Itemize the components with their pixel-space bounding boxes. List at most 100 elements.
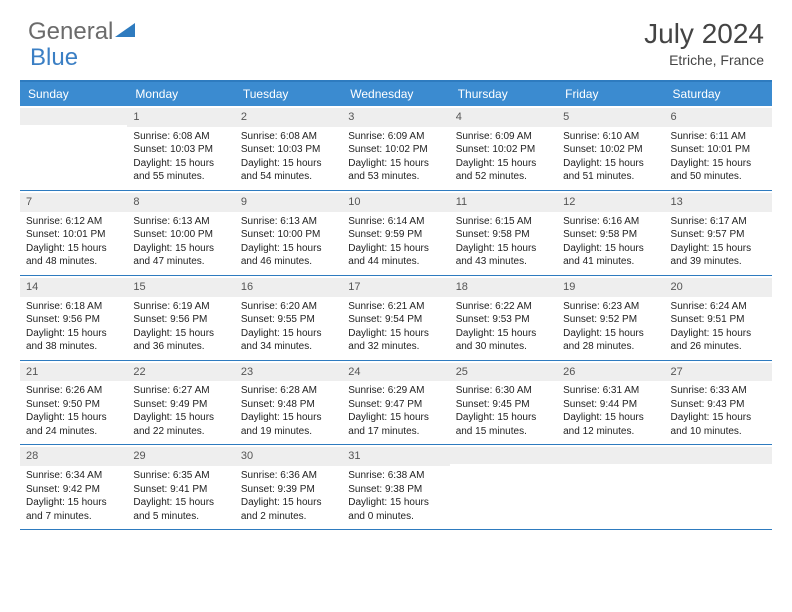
daylight-text: Daylight: 15 hours and 38 minutes. [26, 327, 121, 354]
daylight-text: Daylight: 15 hours and 51 minutes. [563, 157, 658, 184]
sunset-text: Sunset: 10:00 PM [241, 228, 336, 242]
day-number: 18 [450, 278, 557, 297]
sunset-text: Sunset: 9:55 PM [241, 313, 336, 327]
day-cell [665, 445, 772, 529]
sunrise-text: Sunrise: 6:21 AM [348, 300, 443, 314]
day-cell: 22Sunrise: 6:27 AMSunset: 9:49 PMDayligh… [127, 361, 234, 445]
daylight-text: Daylight: 15 hours and 30 minutes. [456, 327, 551, 354]
sunrise-text: Sunrise: 6:17 AM [671, 215, 766, 229]
day-cell: 9Sunrise: 6:13 AMSunset: 10:00 PMDayligh… [235, 191, 342, 275]
day-cell: 16Sunrise: 6:20 AMSunset: 9:55 PMDayligh… [235, 276, 342, 360]
day-number: 12 [557, 193, 664, 212]
day-header: Saturday [665, 82, 772, 106]
day-header: Wednesday [342, 82, 449, 106]
day-number: 30 [235, 447, 342, 466]
daylight-text: Daylight: 15 hours and 41 minutes. [563, 242, 658, 269]
daylight-text: Daylight: 15 hours and 47 minutes. [133, 242, 228, 269]
sunrise-text: Sunrise: 6:08 AM [241, 130, 336, 144]
day-number: 6 [665, 108, 772, 127]
location: Etriche, France [644, 52, 764, 68]
sunrise-text: Sunrise: 6:20 AM [241, 300, 336, 314]
day-number: 14 [20, 278, 127, 297]
day-header-row: SundayMondayTuesdayWednesdayThursdayFrid… [20, 82, 772, 106]
sunrise-text: Sunrise: 6:13 AM [133, 215, 228, 229]
day-number: 16 [235, 278, 342, 297]
sunset-text: Sunset: 9:38 PM [348, 483, 443, 497]
day-cell: 2Sunrise: 6:08 AMSunset: 10:03 PMDayligh… [235, 106, 342, 190]
day-cell [557, 445, 664, 529]
day-cell: 14Sunrise: 6:18 AMSunset: 9:56 PMDayligh… [20, 276, 127, 360]
sunrise-text: Sunrise: 6:12 AM [26, 215, 121, 229]
sunrise-text: Sunrise: 6:15 AM [456, 215, 551, 229]
month-title: July 2024 [644, 18, 764, 50]
day-number: 1 [127, 108, 234, 127]
sunset-text: Sunset: 9:56 PM [26, 313, 121, 327]
sunrise-text: Sunrise: 6:22 AM [456, 300, 551, 314]
day-number: 10 [342, 193, 449, 212]
week-row: 14Sunrise: 6:18 AMSunset: 9:56 PMDayligh… [20, 276, 772, 361]
day-cell: 25Sunrise: 6:30 AMSunset: 9:45 PMDayligh… [450, 361, 557, 445]
sunset-text: Sunset: 9:50 PM [26, 398, 121, 412]
daylight-text: Daylight: 15 hours and 39 minutes. [671, 242, 766, 269]
sunset-text: Sunset: 9:54 PM [348, 313, 443, 327]
sunrise-text: Sunrise: 6:23 AM [563, 300, 658, 314]
logo: General [28, 18, 137, 46]
sunset-text: Sunset: 10:02 PM [348, 143, 443, 157]
sunset-text: Sunset: 10:00 PM [133, 228, 228, 242]
sunset-text: Sunset: 10:01 PM [26, 228, 121, 242]
day-cell: 6Sunrise: 6:11 AMSunset: 10:01 PMDayligh… [665, 106, 772, 190]
day-number: 31 [342, 447, 449, 466]
day-number [557, 447, 664, 464]
day-cell: 21Sunrise: 6:26 AMSunset: 9:50 PMDayligh… [20, 361, 127, 445]
day-cell: 27Sunrise: 6:33 AMSunset: 9:43 PMDayligh… [665, 361, 772, 445]
day-number: 19 [557, 278, 664, 297]
daylight-text: Daylight: 15 hours and 5 minutes. [133, 496, 228, 523]
logo-text-1: General [28, 18, 113, 46]
day-number: 28 [20, 447, 127, 466]
day-cell: 1Sunrise: 6:08 AMSunset: 10:03 PMDayligh… [127, 106, 234, 190]
day-header: Tuesday [235, 82, 342, 106]
daylight-text: Daylight: 15 hours and 15 minutes. [456, 411, 551, 438]
day-number: 13 [665, 193, 772, 212]
sunset-text: Sunset: 9:47 PM [348, 398, 443, 412]
day-number: 11 [450, 193, 557, 212]
day-number: 26 [557, 363, 664, 382]
day-number: 2 [235, 108, 342, 127]
day-cell: 26Sunrise: 6:31 AMSunset: 9:44 PMDayligh… [557, 361, 664, 445]
day-cell: 4Sunrise: 6:09 AMSunset: 10:02 PMDayligh… [450, 106, 557, 190]
sunrise-text: Sunrise: 6:09 AM [456, 130, 551, 144]
sunrise-text: Sunrise: 6:11 AM [671, 130, 766, 144]
day-cell: 10Sunrise: 6:14 AMSunset: 9:59 PMDayligh… [342, 191, 449, 275]
day-cell: 7Sunrise: 6:12 AMSunset: 10:01 PMDayligh… [20, 191, 127, 275]
daylight-text: Daylight: 15 hours and 54 minutes. [241, 157, 336, 184]
daylight-text: Daylight: 15 hours and 12 minutes. [563, 411, 658, 438]
day-header: Thursday [450, 82, 557, 106]
sunrise-text: Sunrise: 6:33 AM [671, 384, 766, 398]
sunset-text: Sunset: 9:57 PM [671, 228, 766, 242]
day-number [450, 447, 557, 464]
sunset-text: Sunset: 9:44 PM [563, 398, 658, 412]
daylight-text: Daylight: 15 hours and 0 minutes. [348, 496, 443, 523]
sunset-text: Sunset: 9:49 PM [133, 398, 228, 412]
sunset-text: Sunset: 9:53 PM [456, 313, 551, 327]
sunset-text: Sunset: 9:58 PM [563, 228, 658, 242]
header: General July 2024 Etriche, France [0, 0, 792, 72]
daylight-text: Daylight: 15 hours and 44 minutes. [348, 242, 443, 269]
sunset-text: Sunset: 9:43 PM [671, 398, 766, 412]
day-cell: 3Sunrise: 6:09 AMSunset: 10:02 PMDayligh… [342, 106, 449, 190]
week-row: 28Sunrise: 6:34 AMSunset: 9:42 PMDayligh… [20, 445, 772, 530]
sunrise-text: Sunrise: 6:27 AM [133, 384, 228, 398]
day-number: 8 [127, 193, 234, 212]
day-cell [20, 106, 127, 190]
sunrise-text: Sunrise: 6:08 AM [133, 130, 228, 144]
daylight-text: Daylight: 15 hours and 46 minutes. [241, 242, 336, 269]
sunrise-text: Sunrise: 6:29 AM [348, 384, 443, 398]
sunrise-text: Sunrise: 6:16 AM [563, 215, 658, 229]
day-number: 25 [450, 363, 557, 382]
daylight-text: Daylight: 15 hours and 50 minutes. [671, 157, 766, 184]
daylight-text: Daylight: 15 hours and 7 minutes. [26, 496, 121, 523]
day-cell: 23Sunrise: 6:28 AMSunset: 9:48 PMDayligh… [235, 361, 342, 445]
day-number [665, 447, 772, 464]
sunset-text: Sunset: 10:02 PM [456, 143, 551, 157]
day-cell: 20Sunrise: 6:24 AMSunset: 9:51 PMDayligh… [665, 276, 772, 360]
